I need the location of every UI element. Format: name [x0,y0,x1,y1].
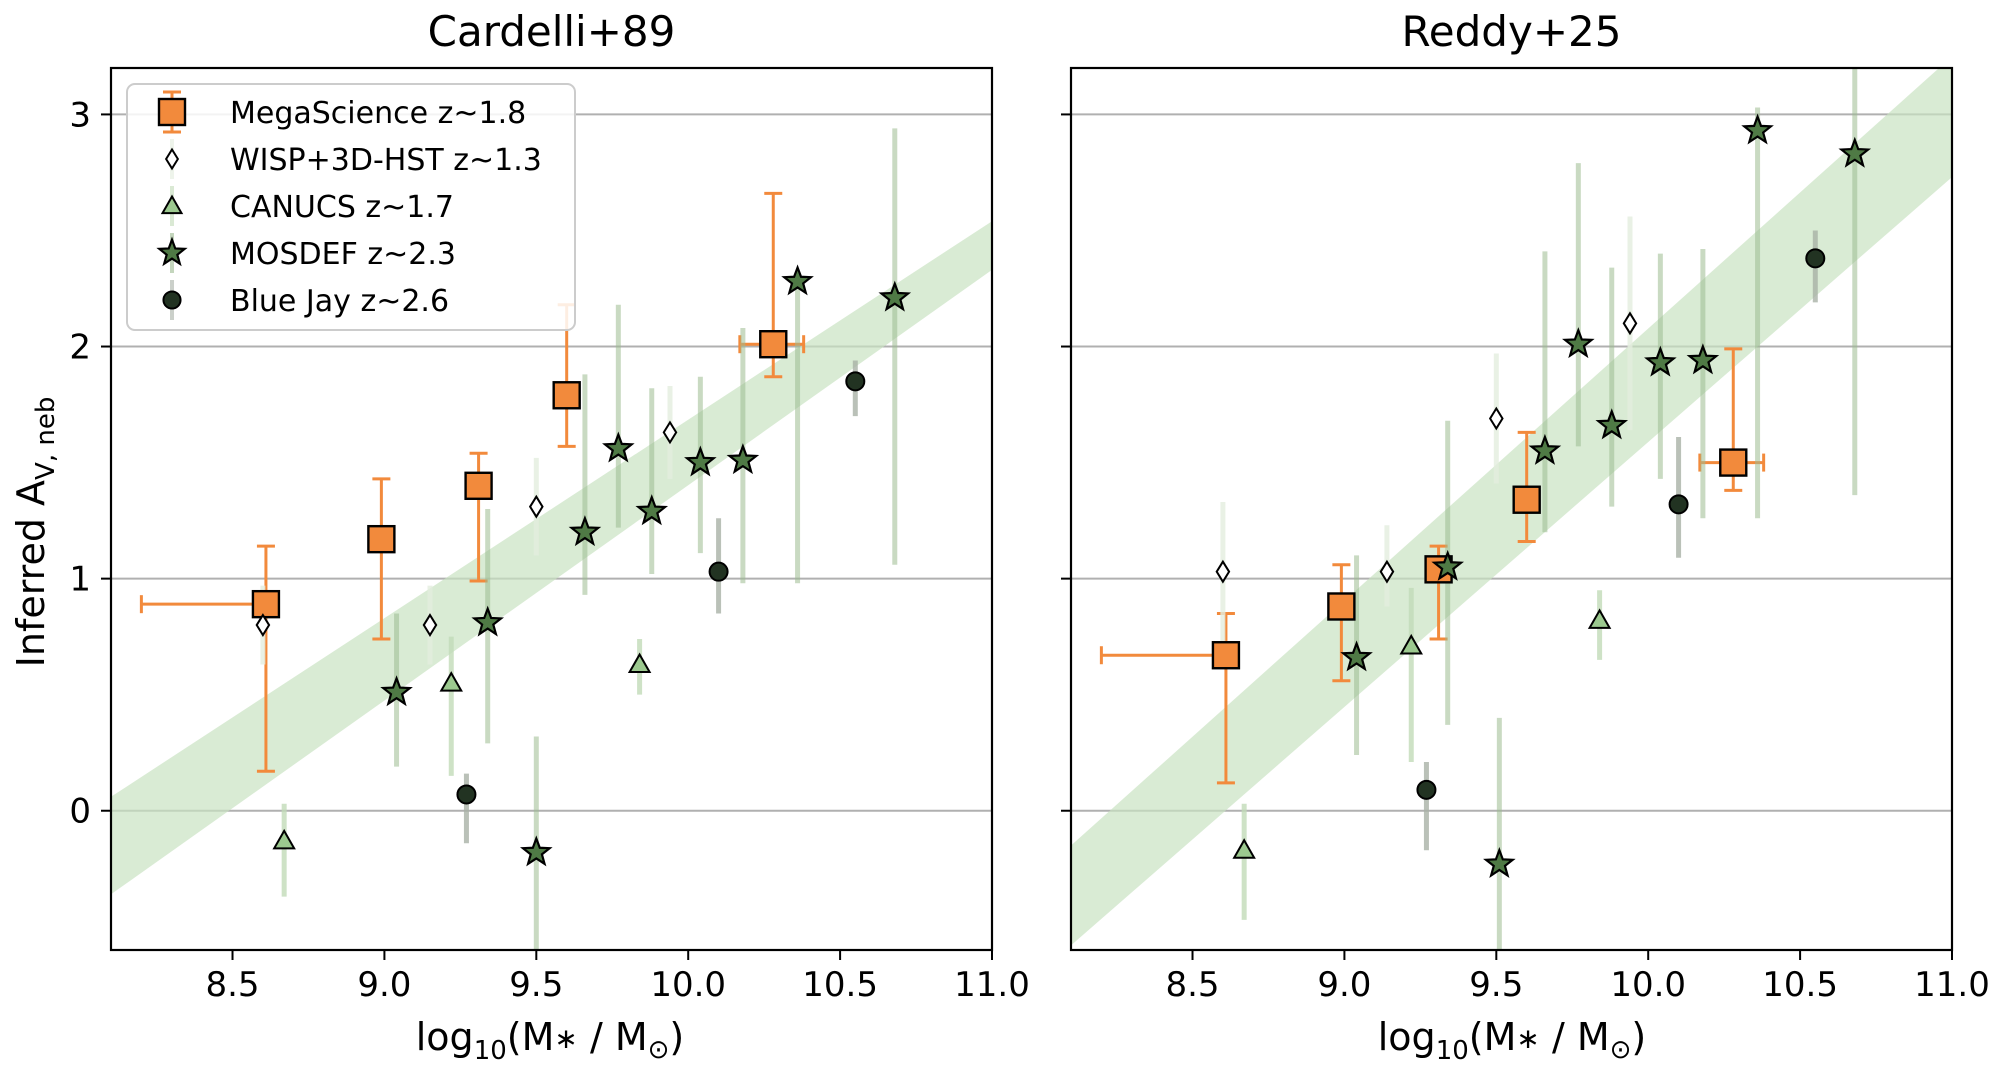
x-tick-label: 8.5 [1165,965,1219,1005]
x-tick-label: 10.5 [1762,965,1838,1005]
x-tick-label: 9.5 [509,965,563,1005]
point-square-1 [367,524,396,554]
point-circle-2 [1805,248,1826,269]
point-square-0 [251,589,281,619]
x-tick-label: 10.5 [802,965,878,1005]
point-star-0 [380,675,413,707]
x-tick-label: 10.0 [1610,965,1686,1005]
point-star-1 [471,605,505,637]
legend-marker-square [157,97,187,127]
point-thin_diamond-0 [255,613,271,637]
point-circle-0 [456,784,477,805]
axes-frame [109,66,994,952]
y-tick-label: 3 [69,95,91,135]
legend-marker-star [156,236,188,267]
point-star-6 [1644,345,1677,377]
point-circle-2 [845,371,866,392]
point-square-0 [1211,641,1241,670]
point-star-3 [568,515,602,547]
point-thin_diamond-0 [1215,559,1231,584]
point-star-9 [878,280,912,312]
point-thin_diamond-2 [528,494,544,519]
legend-label: MOSDEF z~2.3 [230,237,456,272]
point-square-3 [1512,485,1541,514]
legend-frame [126,83,576,331]
panel-title: Reddy+25 [1402,7,1622,56]
point-square-2 [464,471,493,500]
plot-area [111,113,992,950]
point-circle-1 [1668,494,1689,515]
panel-reddy: 8.5 9.0 9.5 10.0 10.5 11.0 Reddy+25 [1061,7,1990,1005]
point-triangle-0 [272,828,296,850]
point-triangle-2 [627,652,652,674]
point-star-4 [1562,327,1595,359]
panel-cardelli: 8.5 9.0 9.5 10.0 10.5 11.0 0 1 2 3 Cardelli+89 [69,7,1029,1005]
point-star-7 [726,443,760,475]
x-tick-label: 9.0 [357,965,411,1005]
point-square-1 [1327,592,1356,621]
y-axis-label: Inferred AV, neb [9,397,61,668]
point-square-3 [552,381,581,410]
point-star-9 [1838,136,1872,168]
x-axis-label-right: log10(M∗ / M⊙) [1378,1015,1647,1066]
x-tick-label: 9.5 [1469,965,1523,1005]
point-star-8 [1741,113,1774,145]
legend-label: Blue Jay z~2.6 [230,284,449,319]
plot-area [1071,68,1952,950]
point-thin_diamond-2 [1488,406,1504,431]
point-thin_diamond-1 [1379,559,1395,584]
x-tick-label: 11.0 [954,965,1030,1005]
point-star-5 [635,494,669,526]
point-thin_diamond-3 [1622,311,1638,336]
point-circle-0 [1416,779,1437,800]
point-triangle-2 [1587,608,1612,629]
x-axis-label-left: log10(M∗ / M⊙) [416,1015,685,1066]
point-star-4 [602,431,635,463]
legend-marker-triangle [160,194,184,215]
point-star-8 [781,264,814,296]
point-star-2 [520,835,553,867]
axes-frame [1069,66,1954,952]
point-triangle-1 [439,671,463,692]
y-axis-label-main: Inferred A [9,480,53,667]
point-star-6 [684,445,717,477]
legend: MegaScience z~1.8 WISP+3D-HST z~1.3 CANUCS… [126,83,576,331]
point-star-1 [1431,549,1465,581]
point-circle-1 [708,561,729,582]
legend-label: CANUCS z~1.7 [230,190,454,225]
point-star-2 [1483,846,1516,878]
x-tick-label: 11.0 [1914,965,1990,1005]
point-square-4 [759,330,788,359]
x-tick-label: 10.0 [650,965,726,1005]
point-thin_diamond-3 [662,420,678,445]
x-tick-label: 9.0 [1317,965,1371,1005]
x-tick-label: 8.5 [205,965,259,1005]
relation-band [111,221,992,895]
point-thin_diamond-1 [422,613,438,637]
point-square-4 [1719,448,1748,477]
point-star-7 [1686,343,1720,375]
legend-label: MegaScience z~1.8 [230,96,526,131]
legend-label: WISP+3D-HST z~1.3 [230,143,542,178]
relation-band [1071,68,1952,946]
point-star-3 [1528,433,1562,465]
y-tick-label: 0 [69,792,91,832]
point-star-0 [1340,640,1373,672]
panel-title: Cardelli+89 [428,7,676,56]
legend-marker-thin_diamond [164,147,180,171]
point-triangle-0 [1232,838,1256,859]
y-axis-label-sub: V, neb [31,397,61,480]
legend-marker-circle [162,290,182,310]
y-tick-label: 1 [69,560,91,600]
y-tick-label: 2 [69,328,91,368]
point-triangle-1 [1399,633,1423,655]
point-star-5 [1595,408,1629,440]
